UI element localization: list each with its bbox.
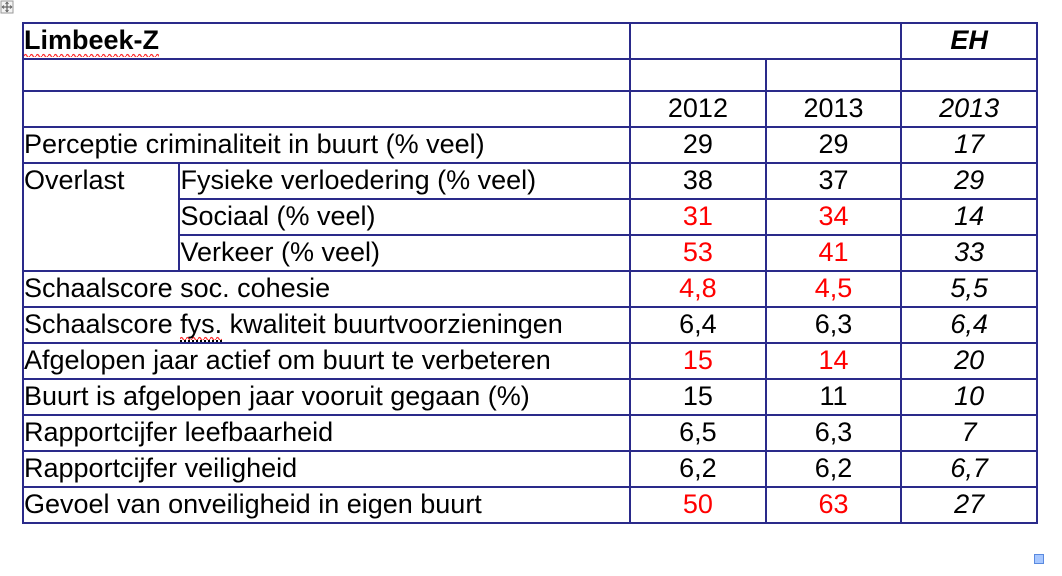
kwaliteit-pre: Schaalscore [24, 309, 180, 339]
row-leefbaarheid: Rapportcijfer leefbaarheid 6,5 6,3 7 [23, 415, 1037, 451]
sociaal-eh: 14 [901, 199, 1037, 235]
label-leefbaarheid: Rapportcijfer leefbaarheid [23, 415, 630, 451]
label-overlast-empty1 [23, 199, 179, 235]
actief-2012: 15 [630, 343, 766, 379]
label-vooruit: Buurt is afgelopen jaar vooruit gegaan (… [23, 379, 630, 415]
col-2012: 2012 [630, 91, 766, 127]
col-2013: 2013 [766, 91, 902, 127]
kwaliteit-2012: 6,4 [630, 307, 766, 343]
veiligheid-2012: 6,2 [630, 451, 766, 487]
perceptie-2012: 29 [630, 127, 766, 163]
row-vooruit: Buurt is afgelopen jaar vooruit gegaan (… [23, 379, 1037, 415]
onveiligheid-2013: 63 [766, 487, 902, 523]
label-overlast-empty2 [23, 235, 179, 271]
cohesie-2012: 4,8 [630, 271, 766, 307]
row-actief: Afgelopen jaar actief om buurt te verbet… [23, 343, 1037, 379]
onveiligheid-eh: 27 [901, 487, 1037, 523]
perceptie-eh: 17 [901, 127, 1037, 163]
spacer-label [23, 59, 630, 91]
cohesie-2013: 4,5 [766, 271, 902, 307]
fysieke-eh: 29 [901, 163, 1037, 199]
label-actief: Afgelopen jaar actief om buurt te verbet… [23, 343, 630, 379]
label-onveiligheid: Gevoel van onveiligheid in eigen buurt [23, 487, 630, 523]
verkeer-eh: 33 [901, 235, 1037, 271]
kwaliteit-post: kwaliteit buurtvoorzieningen [222, 309, 563, 339]
spacer-row [23, 59, 1037, 91]
col-eh2013: 2013 [901, 91, 1037, 127]
title-row: Limbeek-Z EH [23, 23, 1037, 59]
onveiligheid-2012: 50 [630, 487, 766, 523]
veiligheid-eh: 6,7 [901, 451, 1037, 487]
actief-eh: 20 [901, 343, 1037, 379]
sociaal-2013: 34 [766, 199, 902, 235]
kwaliteit-2013: 6,3 [766, 307, 902, 343]
label-perceptie: Perceptie criminaliteit in buurt (% veel… [23, 127, 630, 163]
row-sociaal: Sociaal (% veel) 31 34 14 [23, 199, 1037, 235]
fysieke-2012: 38 [630, 163, 766, 199]
vooruit-2013: 11 [766, 379, 902, 415]
row-perceptie: Perceptie criminaliteit in buurt (% veel… [23, 127, 1037, 163]
table-move-handle-icon[interactable] [0, 0, 14, 14]
fysieke-2013: 37 [766, 163, 902, 199]
row-verkeer: Verkeer (% veel) 53 41 33 [23, 235, 1037, 271]
spacer-v3 [901, 59, 1037, 91]
row-cohesie: Schaalscore soc. cohesie 4,8 4,5 5,5 [23, 271, 1037, 307]
verkeer-2012: 53 [630, 235, 766, 271]
label-fysieke: Fysieke verloedering (% veel) [179, 163, 630, 199]
eh-header: EH [901, 23, 1037, 59]
spacer-v2 [766, 59, 902, 91]
perceptie-2013: 29 [766, 127, 902, 163]
kwaliteit-dotted: fys. [180, 309, 222, 342]
page: Limbeek-Z EH 2012 2013 2013 Perceptie cr… [0, 0, 1062, 576]
sociaal-2012: 31 [630, 199, 766, 235]
label-overlast: Overlast [23, 163, 179, 199]
label-cohesie: Schaalscore soc. cohesie [23, 271, 630, 307]
title-blank [630, 23, 901, 59]
veiligheid-2013: 6,2 [766, 451, 902, 487]
leefbaarheid-2013: 6,3 [766, 415, 902, 451]
kwaliteit-eh: 6,4 [901, 307, 1037, 343]
title-text: Limbeek-Z [24, 25, 159, 57]
table-resize-handle-icon[interactable] [1034, 554, 1044, 564]
leefbaarheid-2012: 6,5 [630, 415, 766, 451]
verkeer-2013: 41 [766, 235, 902, 271]
data-table: Limbeek-Z EH 2012 2013 2013 Perceptie cr… [22, 22, 1038, 524]
vooruit-eh: 10 [901, 379, 1037, 415]
label-verkeer: Verkeer (% veel) [179, 235, 630, 271]
leefbaarheid-eh: 7 [901, 415, 1037, 451]
actief-2013: 14 [766, 343, 902, 379]
label-kwaliteit: Schaalscore fys. kwaliteit buurtvoorzien… [23, 307, 630, 343]
row-kwaliteit: Schaalscore fys. kwaliteit buurtvoorzien… [23, 307, 1037, 343]
label-sociaal: Sociaal (% veel) [179, 199, 630, 235]
spacer-v1 [630, 59, 766, 91]
year-header-blank [23, 91, 630, 127]
label-veiligheid: Rapportcijfer veiligheid [23, 451, 630, 487]
vooruit-2012: 15 [630, 379, 766, 415]
cohesie-eh: 5,5 [901, 271, 1037, 307]
row-onveiligheid: Gevoel van onveiligheid in eigen buurt 5… [23, 487, 1037, 523]
row-veiligheid: Rapportcijfer veiligheid 6,2 6,2 6,7 [23, 451, 1037, 487]
table-title: Limbeek-Z [23, 23, 630, 59]
row-fysieke: Overlast Fysieke verloedering (% veel) 3… [23, 163, 1037, 199]
year-header-row: 2012 2013 2013 [23, 91, 1037, 127]
